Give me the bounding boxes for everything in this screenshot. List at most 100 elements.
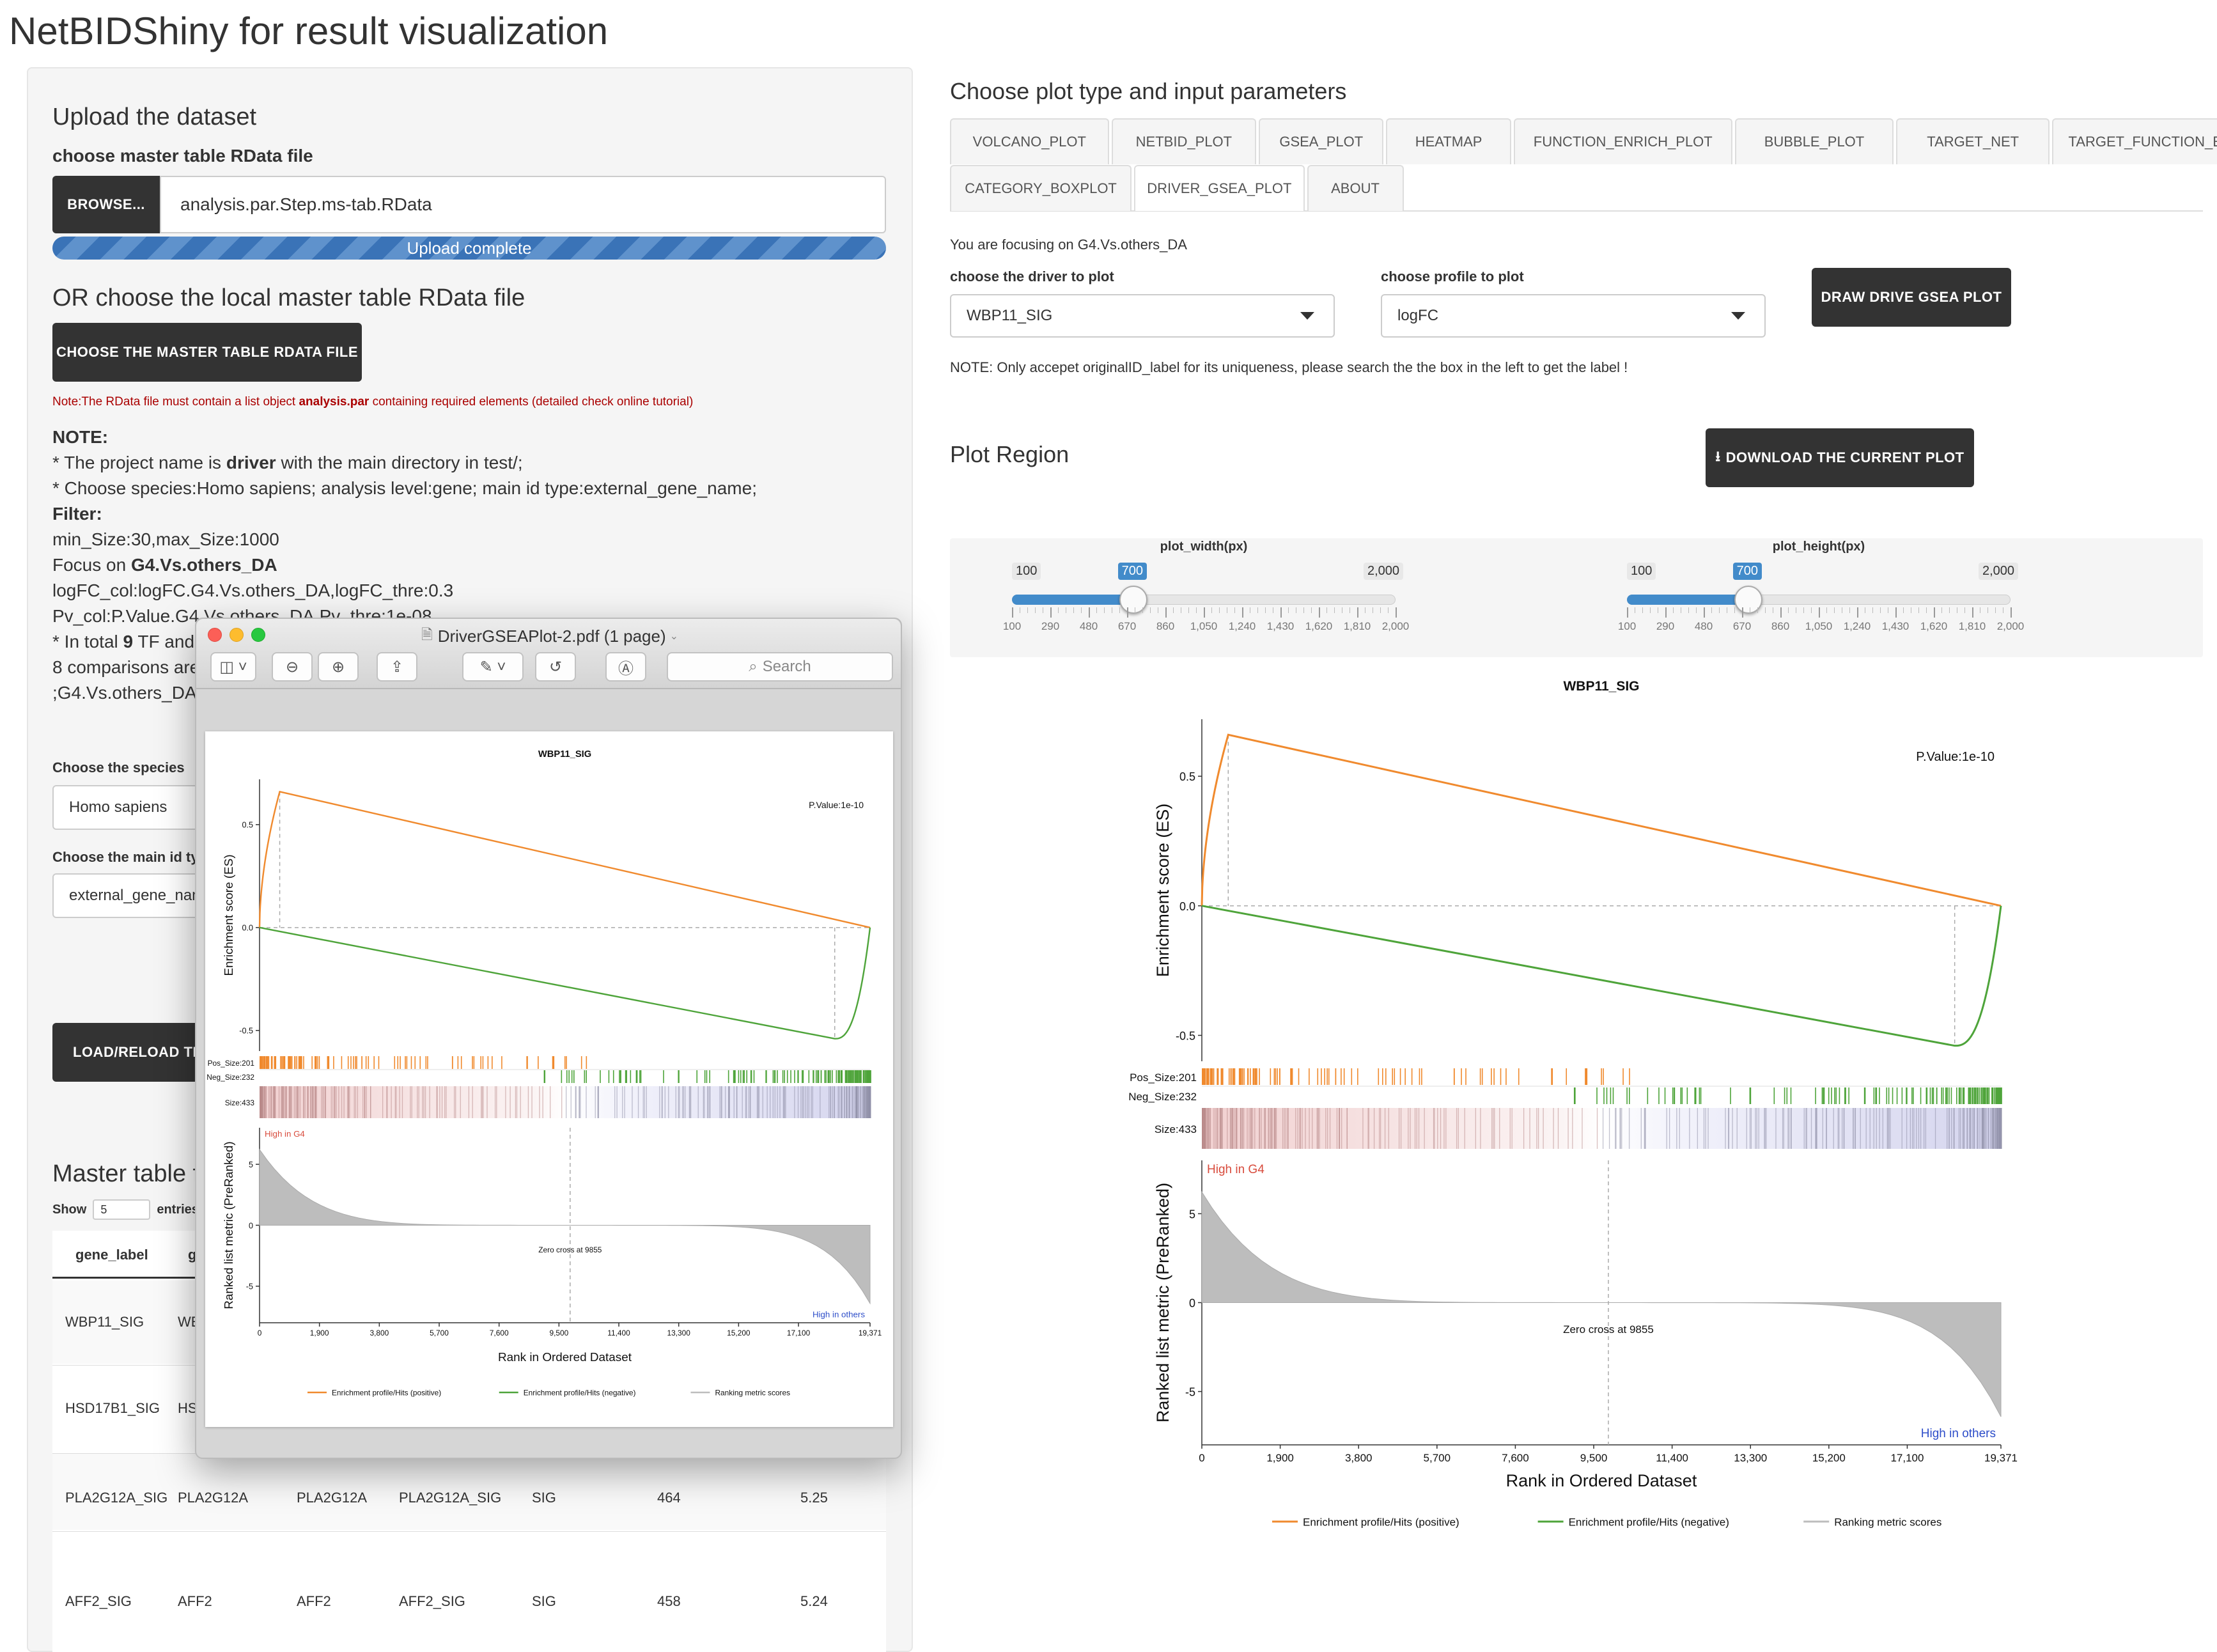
- size-hit-bar: [1697, 1108, 1699, 1149]
- neg-hit-bar: [1845, 1087, 1846, 1104]
- table-cell: PLA2G12A_SIG: [399, 1490, 502, 1506]
- tab-driver-gsea-plot[interactable]: DRIVER_GSEA_PLOT: [1134, 165, 1305, 211]
- size-hit-bar: [1536, 1108, 1537, 1149]
- markup-pen-icon[interactable]: ✎ ˅: [462, 652, 524, 682]
- tab-target-function-enrich-plot[interactable]: TARGET_FUNCTION_ENRICH_PLOT: [2052, 118, 2217, 164]
- neg-hit-bar: [820, 1070, 822, 1083]
- pos-hit-bar: [526, 1056, 527, 1069]
- size-hit-bar: [853, 1086, 855, 1118]
- slider-minor-tick: [1081, 607, 1082, 613]
- annotate-icon[interactable]: Ⓐ: [605, 652, 646, 682]
- gsea-chart-main: WBP11_SIG P.Value:1e-10 0.5 0.0 -0.5 Enrichme…: [1128, 679, 2018, 1529]
- table-row[interactable]: PLA2G12A_SIG PLA2G12A PLA2G12A PLA2G12A_…: [52, 1453, 886, 1530]
- neg-hit-bar: [740, 1070, 742, 1083]
- size-hit-bar: [1736, 1108, 1738, 1149]
- pos-hit-bar: [1493, 1068, 1495, 1085]
- slider-minor-tick: [1696, 607, 1697, 613]
- legend-item: Ranking metric scores: [1834, 1516, 1941, 1529]
- pos-size-label: Pos_Size:201: [208, 1059, 255, 1068]
- plot-height-slider[interactable]: plot_height(px) 100 2,000 700 100 290 480 670 86…: [1618, 538, 2030, 657]
- tab-function-enrich-plot[interactable]: FUNCTION_ENRICH_PLOT: [1513, 118, 1732, 164]
- neg-hit-bar: [1674, 1087, 1675, 1104]
- neg-hit-bar: [839, 1070, 841, 1083]
- plot-width-slider[interactable]: plot_width(px) 100 2,000 700 100 290 480 670 860…: [1003, 538, 1415, 657]
- download-plot-button[interactable]: ⭳ DOWNLOAD THE CURRENT PLOT: [1706, 428, 1974, 487]
- neg-hit-bar: [1892, 1087, 1894, 1104]
- table-row[interactable]: AFF2_SIG AFF2 AFF2 AFF2_SIG SIG 458 5.24: [52, 1531, 886, 1652]
- es-y-label: Enrichment score (ES): [222, 854, 236, 976]
- neg-hit-bar: [734, 1070, 735, 1083]
- size-hit-bar: [1445, 1108, 1447, 1149]
- tab-netbid-plot[interactable]: NETBID_PLOT: [1111, 118, 1257, 164]
- rotate-icon[interactable]: ↺: [535, 652, 576, 682]
- size-hit-bar: [1728, 1108, 1729, 1149]
- neg-hit-bar: [1896, 1087, 1898, 1104]
- x-axis-label: Rank in Ordered Dataset: [498, 1351, 632, 1364]
- choose-master-table-button[interactable]: CHOOSE THE MASTER TABLE RDATA FILE: [52, 323, 362, 382]
- tab-target-net[interactable]: TARGET_NET: [1896, 118, 2050, 164]
- neg-hit-bar: [1972, 1087, 1973, 1104]
- size-hit-bar: [1628, 1108, 1630, 1149]
- neg-hit-bar: [1925, 1087, 1927, 1104]
- x-tick-label: 13,300: [1734, 1452, 1767, 1464]
- x-tick-label: 7,600: [490, 1329, 509, 1337]
- neg-hit-bar: [1823, 1087, 1825, 1104]
- tab-bubble-plot[interactable]: BUBBLE_PLOT: [1734, 118, 1894, 164]
- driver-select[interactable]: WBP11_SIG: [950, 294, 1335, 338]
- close-icon[interactable]: [208, 628, 222, 642]
- neg-hit-bar: [1913, 1087, 1914, 1104]
- col-g[interactable]: g: [188, 1247, 197, 1263]
- neg-hit-bar: [850, 1070, 852, 1083]
- pvalue-label: P.Value:1e-10: [1916, 750, 1995, 764]
- col-gene-label[interactable]: gene_label: [75, 1247, 148, 1263]
- pos-hit-bar: [580, 1056, 582, 1069]
- tab-gsea-plot[interactable]: GSEA_PLOT: [1259, 118, 1384, 164]
- sidebar-icon[interactable]: ◫ ˅: [210, 652, 256, 682]
- neg-hit-bar: [784, 1070, 786, 1083]
- neg-hit-bar: [849, 1070, 851, 1083]
- size-hit-bar: [1791, 1108, 1792, 1149]
- pos-hit-bar: [1250, 1068, 1251, 1085]
- tabs-baseline: [950, 210, 2203, 212]
- entries-select[interactable]: 5: [93, 1199, 151, 1220]
- pos-hit-bar: [1220, 1068, 1222, 1085]
- size-hit-bar: [1810, 1108, 1812, 1149]
- width-fill: [1012, 595, 1133, 605]
- chevron-down-icon[interactable]: ⌄: [669, 631, 679, 642]
- draw-gsea-button[interactable]: DRAW DRIVE GSEA PLOT: [1812, 268, 2011, 327]
- size-hit-bar: [1966, 1108, 1968, 1149]
- tab-heatmap[interactable]: HEATMAP: [1386, 118, 1511, 164]
- pos-hit-bar: [1321, 1068, 1322, 1085]
- minimize-icon[interactable]: [229, 628, 244, 642]
- search-input[interactable]: ⌕ Search: [667, 652, 893, 682]
- zoom-in-icon[interactable]: ⊕: [318, 652, 359, 682]
- size-hit-bar: [348, 1086, 350, 1118]
- pos-hit-bar: [1491, 1068, 1492, 1085]
- tab-volcano-plot[interactable]: VOLCANO_PLOT: [950, 118, 1109, 164]
- neg-hit-bar: [1997, 1087, 1999, 1104]
- size-hit-bar: [1920, 1108, 1922, 1149]
- size-hit-bar: [293, 1086, 295, 1118]
- tab-about[interactable]: ABOUT: [1307, 165, 1404, 211]
- pos-hit-bar: [296, 1056, 297, 1069]
- size-hit-bar: [1997, 1108, 1998, 1149]
- profile-select[interactable]: logFC: [1381, 294, 1766, 338]
- pos-hit-bar: [1240, 1068, 1242, 1085]
- height-handle[interactable]: [1734, 586, 1762, 614]
- file-name-field[interactable]: analysis.par.Step.ms-tab.RData: [160, 176, 886, 233]
- browse-button[interactable]: BROWSE...: [52, 176, 160, 233]
- size-hit-bar: [1326, 1108, 1328, 1149]
- pos-hit-bar: [1404, 1068, 1406, 1085]
- zoom-icon[interactable]: [251, 628, 265, 642]
- zoom-out-icon[interactable]: ⊖: [272, 652, 313, 682]
- neg-hit-bar: [639, 1070, 641, 1083]
- tab-category-boxplot[interactable]: CATEGORY_BOXPLOT: [950, 165, 1132, 211]
- size-hit-bar: [866, 1086, 867, 1118]
- focus-bold: G4.Vs.others_DA: [130, 555, 277, 575]
- high-in-others-label: High in others: [1921, 1427, 1996, 1440]
- size-hit-bar: [1339, 1108, 1340, 1149]
- share-icon[interactable]: ⇪: [377, 652, 417, 682]
- slider-minor-tick: [1326, 607, 1327, 613]
- pos-hit-bar: [1419, 1068, 1420, 1085]
- pos-hit-bar: [1586, 1068, 1588, 1085]
